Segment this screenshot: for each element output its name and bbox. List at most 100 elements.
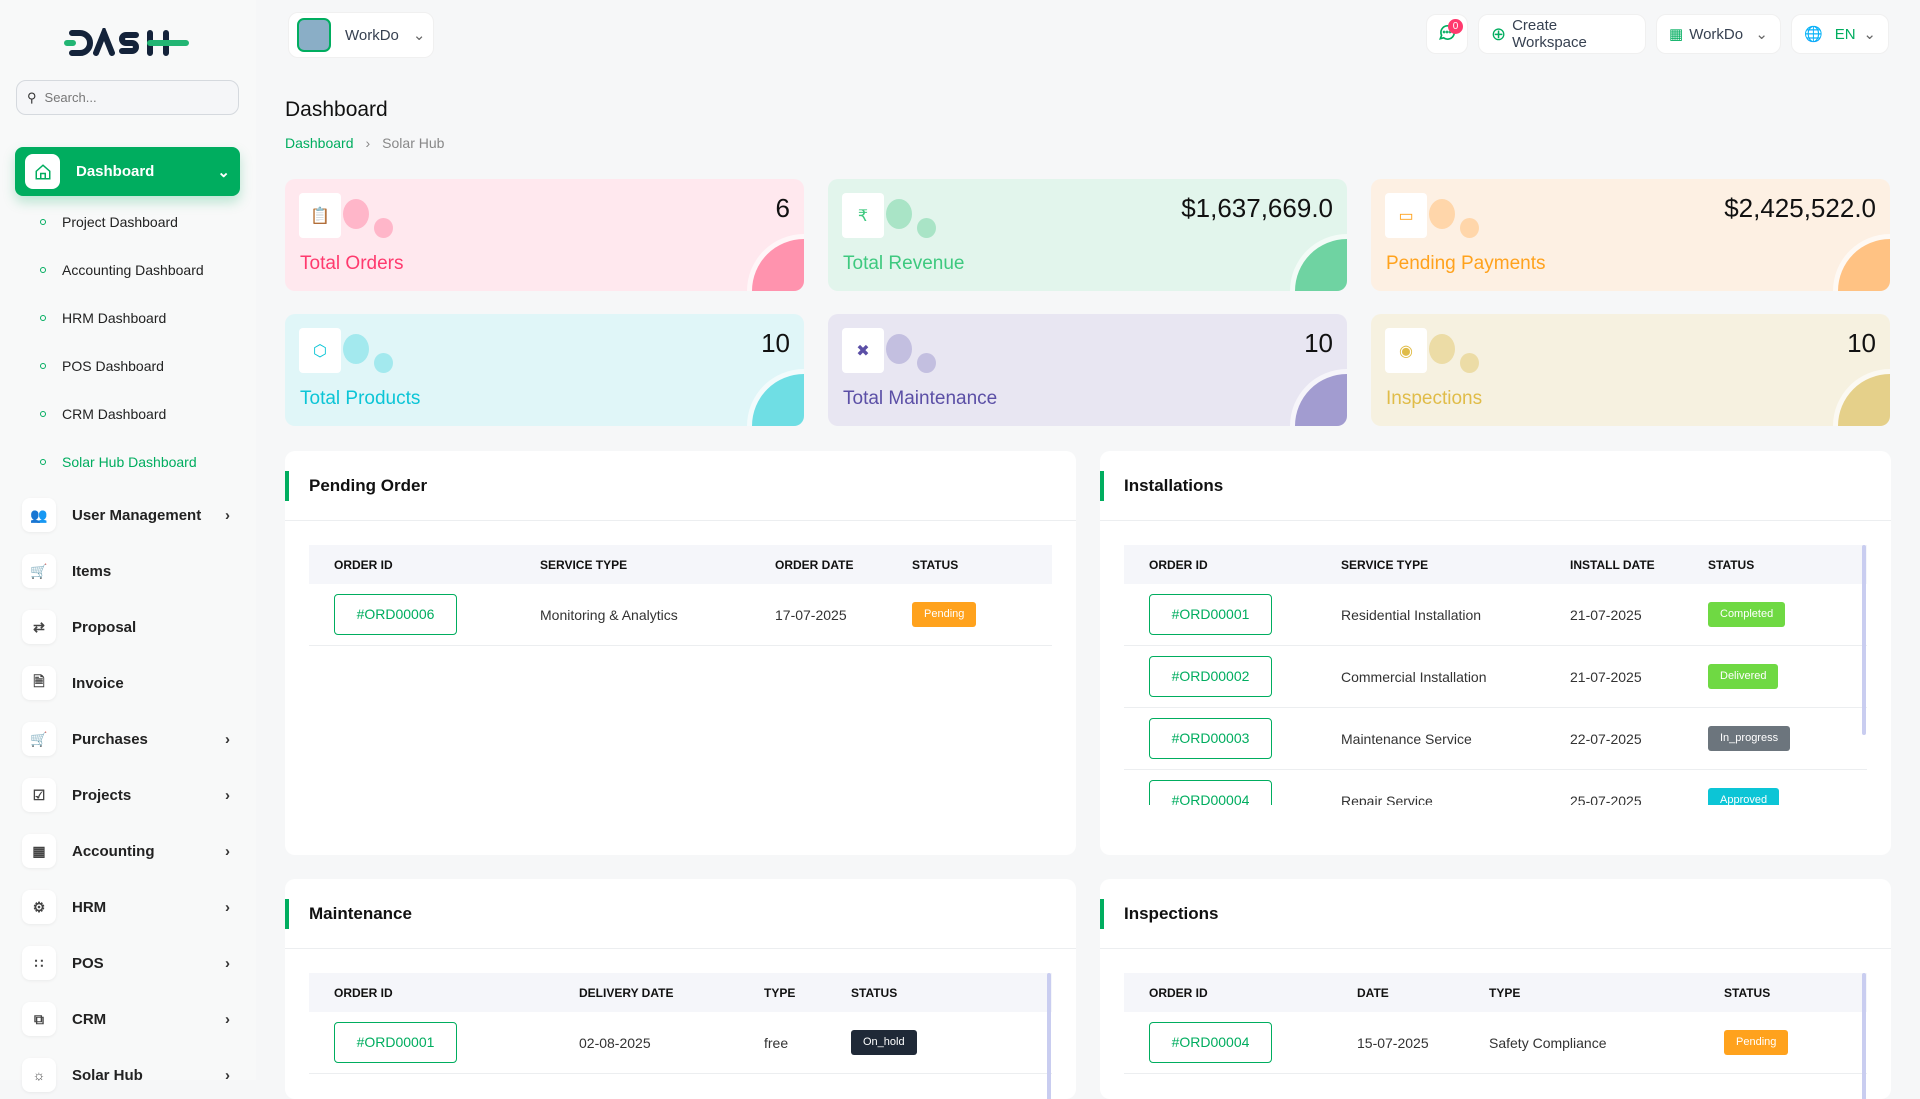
decor-circle — [374, 353, 393, 373]
data-table: ORDER ID SERVICE TYPE INSTALL DATE STATUS #O… — [1124, 545, 1867, 805]
chevron-down-icon: ⌄ — [1755, 26, 1768, 43]
column-header: STATUS — [851, 985, 898, 1000]
data-table: ORDER ID DELIVERY DATE TYPE STATUS #ORD00001… — [309, 973, 1052, 1074]
language-selector[interactable]: 🌐 EN ⌄ — [1791, 14, 1889, 54]
sidebar-item-dashboard[interactable]: Dashboard ⌄ — [15, 147, 240, 196]
stat-card: ₹ $1,637,669.0 Total Revenue — [828, 179, 1347, 291]
decor-circle — [1460, 218, 1479, 238]
breadcrumb: Dashboard › Solar Hub — [285, 135, 444, 151]
check-square-icon: ☑ — [22, 778, 56, 812]
scrollbar[interactable] — [1862, 973, 1866, 1099]
stat-value: $1,637,669.0 — [1181, 193, 1333, 223]
stat-label: Total Products — [300, 388, 421, 409]
sidebar-item[interactable]: ∷ POS › — [22, 946, 230, 980]
order-id-button[interactable]: #ORD00004 — [1149, 780, 1272, 805]
panel-title: Pending Order — [285, 451, 1076, 521]
order-id-button[interactable]: #ORD00006 — [334, 594, 457, 635]
sidebar-item[interactable]: ⇄ Proposal — [22, 610, 230, 644]
order-id-button[interactable]: #ORD00004 — [1149, 1022, 1272, 1063]
decor-quarter — [752, 239, 804, 291]
sidebar-item[interactable]: ▦ Accounting › — [22, 834, 230, 868]
chevron-down-icon: ⌄ — [412, 27, 426, 44]
search-icon: ⚲ — [27, 89, 37, 105]
globe-icon: 🌐 — [1804, 26, 1823, 43]
table-row: #ORD00001 Residential Installation 21-07-2… — [1124, 584, 1867, 646]
table-header: ORDER ID SERVICE TYPE ORDER DATE STATUS — [309, 545, 1052, 584]
decor-circle — [917, 353, 936, 373]
table-cell: 21-07-2025 — [1570, 668, 1642, 685]
table-cell: Commercial Installation — [1341, 668, 1487, 685]
bullet-icon — [40, 459, 46, 465]
table-row: #ORD00004 Repair Service 25-07-2025 Approve… — [1124, 770, 1867, 805]
status-badge: Approved — [1708, 788, 1780, 805]
sidebar-item[interactable]: 🗎 Invoice — [22, 666, 230, 700]
scrollbar[interactable] — [1862, 545, 1866, 735]
sidebar-subitem[interactable]: Accounting Dashboard — [40, 262, 204, 278]
sidebar-item[interactable]: 🛒 Items — [22, 554, 230, 588]
page-title: Dashboard — [285, 98, 388, 121]
sidebar-item[interactable]: ☼ Solar Hub › — [22, 1058, 230, 1092]
column-header: ORDER ID — [334, 985, 393, 1000]
workspace-logo-icon — [297, 18, 331, 52]
order-id-button[interactable]: #ORD00003 — [1149, 718, 1272, 759]
pending-order-panel: Pending Order ORDER ID SERVICE TYPE ORDER … — [285, 451, 1076, 855]
order-id-button[interactable]: #ORD00001 — [334, 1022, 457, 1063]
chevron-right-icon: › — [365, 135, 371, 151]
sidebar-subitem[interactable]: Project Dashboard — [40, 214, 178, 230]
sidebar-subitem[interactable]: Solar Hub Dashboard — [40, 454, 197, 470]
column-header: ORDER ID — [334, 557, 393, 572]
decor-quarter — [1838, 239, 1890, 291]
decor-circle — [343, 334, 369, 364]
table-cell: Safety Compliance — [1489, 1034, 1607, 1051]
status-badge: On_hold — [851, 1030, 917, 1055]
decor-quarter — [1838, 374, 1890, 426]
status-badge: Completed — [1708, 602, 1786, 627]
stat-label: Pending Payments — [1386, 253, 1546, 274]
chevron-right-icon: › — [225, 954, 230, 972]
workspace-menu[interactable]: ▦ WorkDo ⌄ — [1656, 14, 1781, 54]
search-input[interactable]: ⚲ Search... — [16, 80, 239, 115]
table-header: ORDER ID SERVICE TYPE INSTALL DATE STATUS — [1124, 545, 1867, 584]
crm-icon: ⧉ — [22, 1002, 56, 1036]
breadcrumb-current: Solar Hub — [382, 135, 445, 151]
chevron-down-icon: ⌄ — [1863, 26, 1876, 43]
decor-circle — [1429, 199, 1455, 229]
dash-logo[interactable] — [64, 24, 192, 63]
workspace-selector[interactable]: WorkDo ⌄ — [288, 12, 435, 58]
sidebar-subitem[interactable]: CRM Dashboard — [40, 406, 166, 422]
decor-circle — [886, 199, 912, 229]
sidebar-subitem[interactable]: HRM Dashboard — [40, 310, 166, 326]
create-workspace-button[interactable]: ⊕ Create Workspace — [1478, 14, 1646, 54]
breadcrumb-link[interactable]: Dashboard — [285, 135, 354, 151]
sidebar-item[interactable]: ⧉ CRM › — [22, 1002, 230, 1036]
bullet-icon — [40, 267, 46, 273]
sidebar-subitem[interactable]: POS Dashboard — [40, 358, 164, 374]
data-table: ORDER ID DATE TYPE STATUS #ORD00004 15-07-202… — [1124, 973, 1867, 1074]
order-id-button[interactable]: #ORD00002 — [1149, 656, 1272, 697]
rupee-icon: ₹ — [842, 193, 884, 238]
chevron-right-icon: › — [225, 730, 230, 748]
chevron-right-icon: › — [225, 898, 230, 916]
column-header: DATE — [1357, 985, 1389, 1000]
sidebar-item[interactable]: ☑ Projects › — [22, 778, 230, 812]
panel-title: Installations — [1100, 451, 1891, 521]
stat-value: $2,425,522.0 — [1724, 193, 1876, 223]
order-id-button[interactable]: #ORD00001 — [1149, 594, 1272, 635]
table-row: #ORD00002 Commercial Installation 21-07-20… — [1124, 646, 1867, 708]
table-cell: 15-07-2025 — [1357, 1034, 1429, 1051]
sidebar-item[interactable]: 🛒 Purchases › — [22, 722, 230, 756]
scrollbar[interactable] — [1047, 973, 1051, 1099]
stat-label: Total Revenue — [843, 253, 965, 274]
invoice-icon: 🗎 — [22, 666, 56, 700]
box-icon: ⬡ — [299, 328, 341, 373]
stat-label: Total Maintenance — [843, 388, 998, 409]
stat-card: ⬡ 10 Total Products — [285, 314, 804, 426]
chevron-right-icon: › — [225, 786, 230, 804]
sidebar-item[interactable]: ⚙ HRM › — [22, 890, 230, 924]
grid-icon: ▦ — [22, 834, 56, 868]
table-row: #ORD00004 15-07-2025 Safety Compliance Pend… — [1124, 1012, 1867, 1074]
table-cell: 25-07-2025 — [1570, 792, 1642, 806]
hrm-icon: ⚙ — [22, 890, 56, 924]
sidebar-item[interactable]: 👥 User Management › — [22, 498, 230, 532]
messages-button[interactable]: 0 — [1426, 14, 1468, 54]
